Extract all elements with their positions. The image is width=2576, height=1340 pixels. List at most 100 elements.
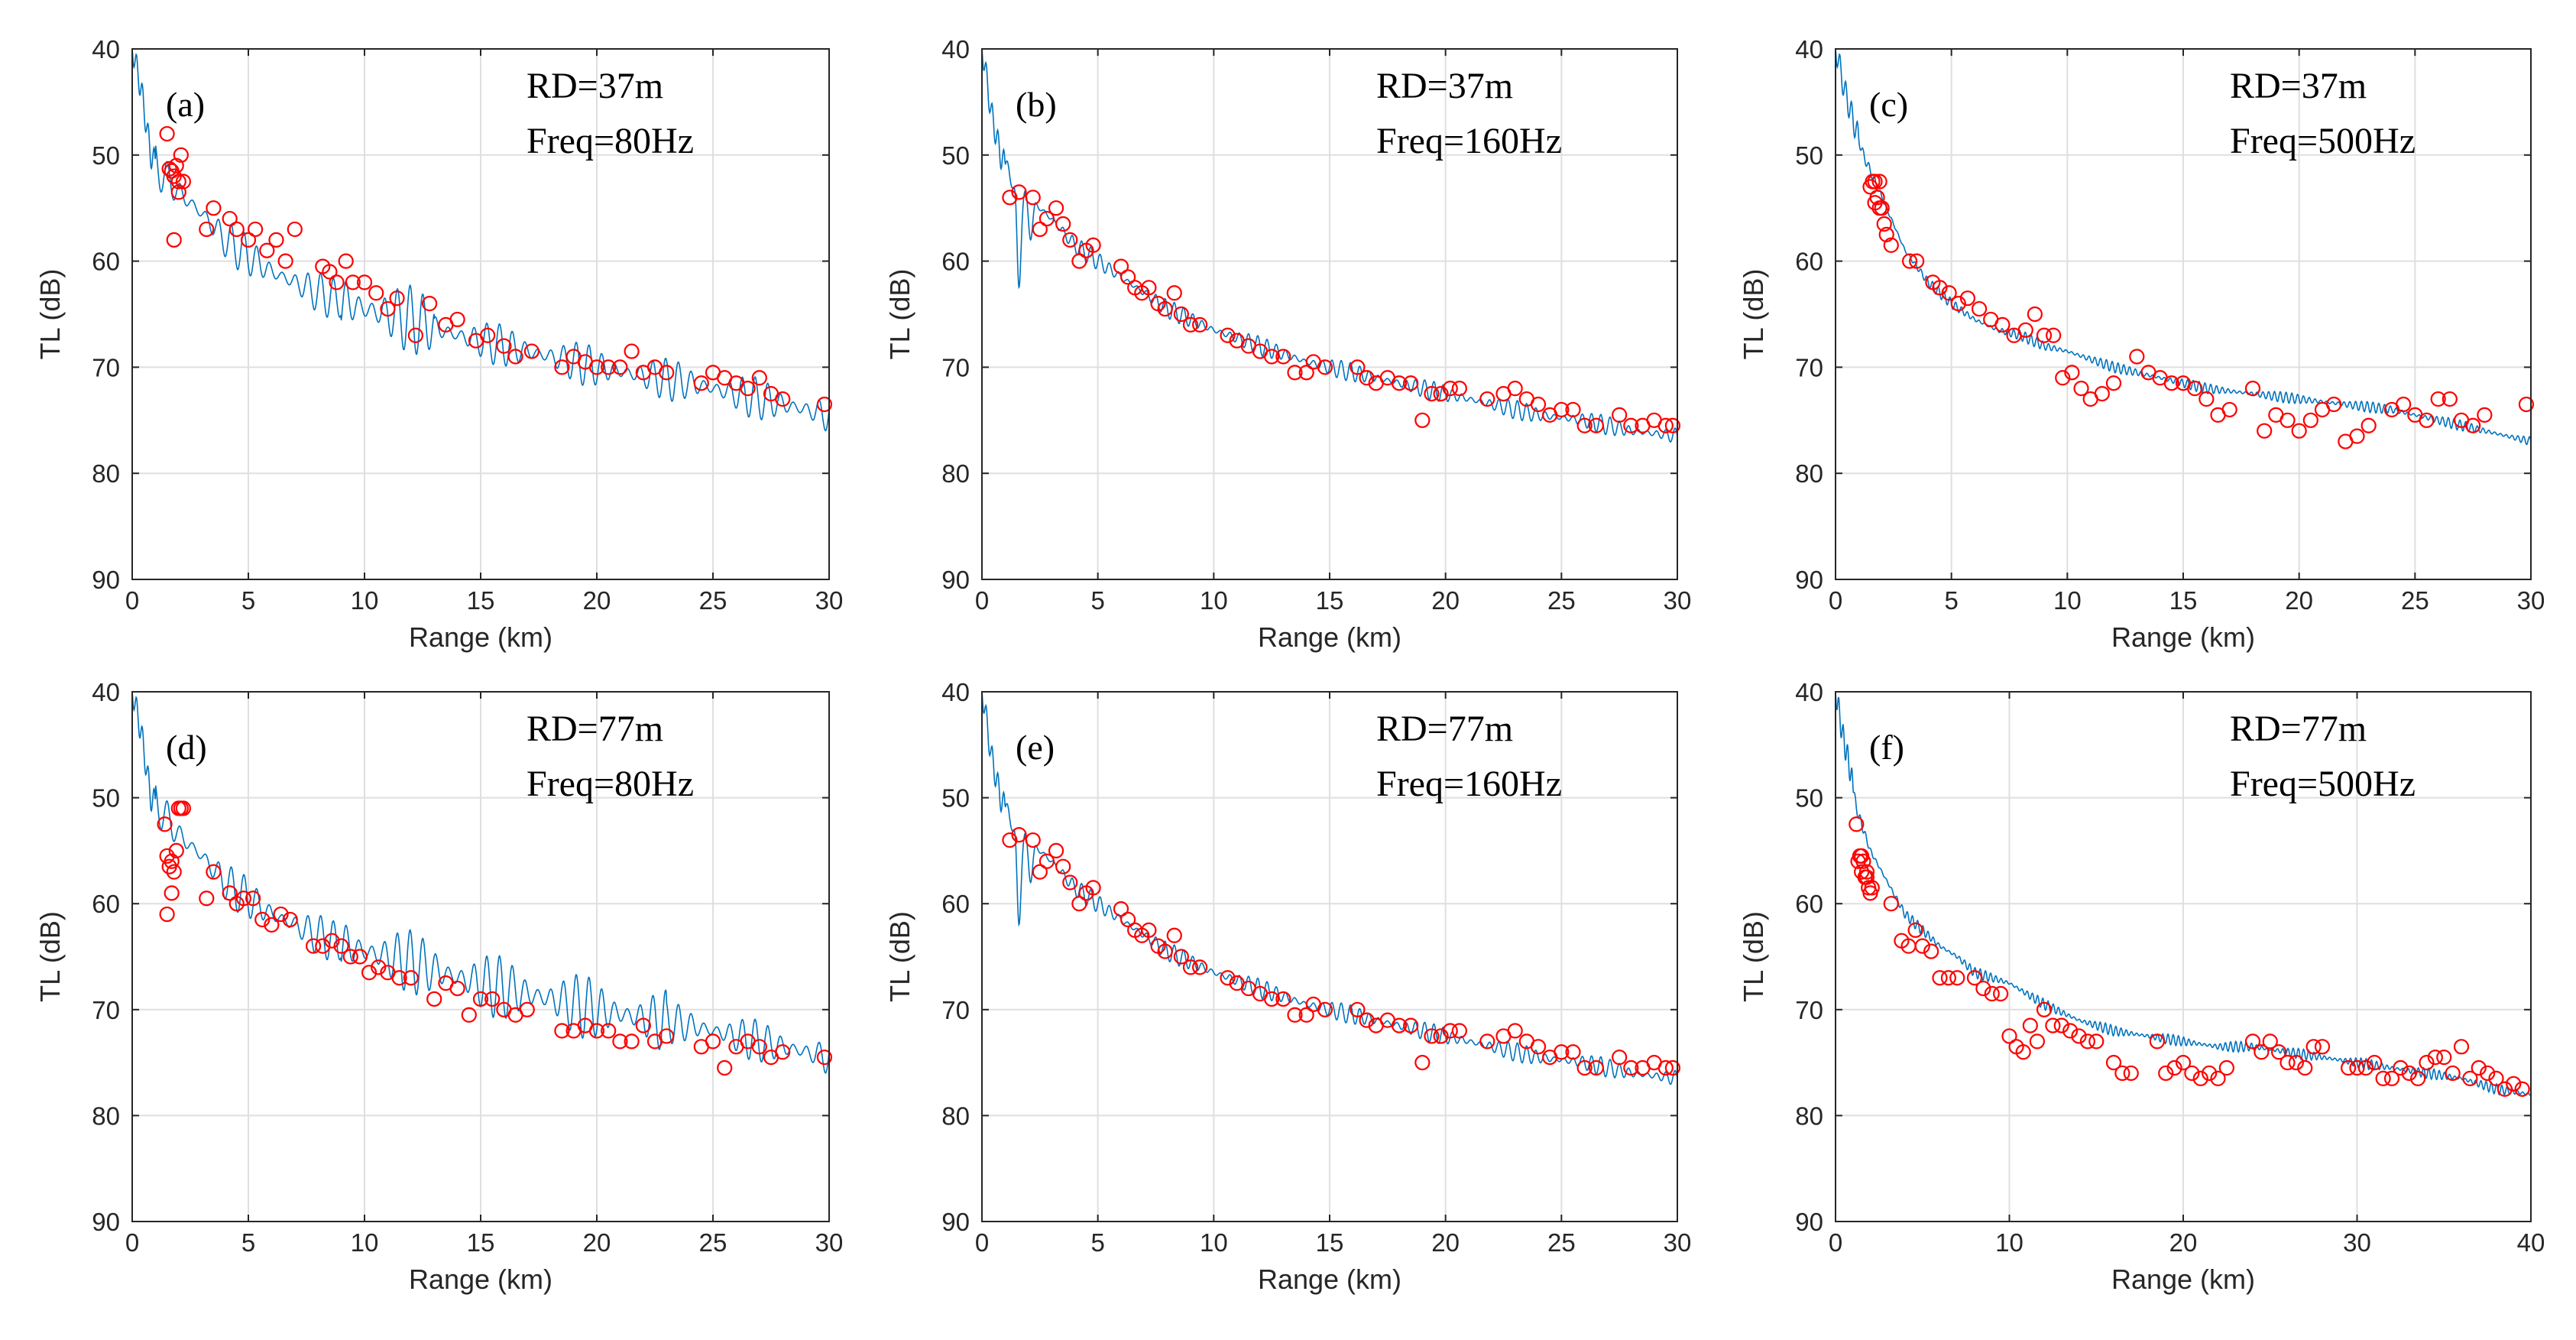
measured-point [751, 370, 767, 386]
y-tick-label: 50 [941, 141, 970, 170]
measured-point [1612, 407, 1628, 423]
measured-point [2297, 1059, 2313, 1076]
x-tick-label: 20 [583, 1228, 611, 1257]
measured-point [1966, 970, 1983, 986]
measured-point [248, 221, 264, 238]
measured-point [1442, 1023, 1458, 1039]
y-tick-label: 40 [1795, 35, 1823, 63]
measured-point [1391, 1017, 1408, 1033]
measured-point [2393, 1059, 2409, 1076]
x-tick-label: 40 [2517, 1228, 2545, 1257]
measured-point [2202, 1065, 2218, 1082]
measured-point [1317, 359, 1333, 375]
measured-point [222, 210, 238, 227]
y-tick-label: 70 [1795, 996, 1823, 1024]
measured-point [507, 349, 523, 365]
measured-point [1220, 327, 1236, 343]
x-tick-label: 0 [1829, 586, 1842, 615]
measured-point [2036, 327, 2053, 343]
y-tick-label: 60 [941, 890, 970, 918]
measured-point [1554, 1044, 1570, 1060]
measured-point [588, 1023, 605, 1039]
x-tick-label: 15 [2169, 586, 2198, 615]
measured-point [1576, 1059, 1593, 1076]
measured-point [1554, 401, 1570, 418]
x-tick-label: 25 [699, 586, 727, 615]
measured-point [1530, 396, 1547, 413]
measured-point [449, 311, 465, 328]
measured-point [1264, 349, 1280, 365]
measured-point [2064, 365, 2080, 381]
measured-point [1032, 864, 1048, 880]
panel-label: (a) [166, 85, 205, 124]
measured-point [2477, 407, 2493, 423]
y-tick-label: 80 [941, 1102, 970, 1130]
y-tick-label: 90 [1795, 566, 1823, 594]
measured-point [159, 906, 175, 923]
x-tick-label: 0 [1829, 1228, 1842, 1257]
measured-point [173, 147, 189, 163]
measured-point [157, 816, 173, 832]
measured-point [1530, 1039, 1547, 1055]
measured-point [324, 933, 340, 949]
measured-point [1173, 949, 1189, 965]
measured-point [352, 949, 368, 965]
x-tick-label: 5 [1944, 586, 1958, 615]
measured-point [816, 1050, 833, 1066]
measured-point [2480, 1065, 2496, 1082]
measured-point [554, 1023, 570, 1039]
measured-point [371, 959, 387, 975]
rd-annotation: RD=77m [2230, 709, 2367, 749]
measured-point [1923, 943, 1939, 959]
measured-point [472, 991, 489, 1007]
measured-point [2291, 423, 2307, 439]
measured-point [240, 232, 257, 248]
measured-point [2036, 1001, 2053, 1017]
measured-point [1264, 991, 1280, 1007]
measured-point [2105, 375, 2122, 391]
measured-point [1849, 816, 1865, 832]
y-tick-label: 40 [92, 35, 120, 63]
y-tick-label: 80 [92, 1102, 120, 1130]
measured-point [1950, 296, 1966, 312]
x-tick-label: 0 [975, 586, 989, 615]
panel-label: (e) [1016, 728, 1055, 767]
rd-annotation: RD=77m [1376, 709, 1513, 749]
measured-point [2199, 391, 2215, 407]
y-tick-label: 90 [941, 1208, 970, 1236]
x-tick-label: 15 [1316, 586, 1344, 615]
measured-point [2158, 1065, 2174, 1082]
x-axis-label: Range (km) [2111, 621, 2255, 653]
measured-point [1039, 210, 1055, 227]
measured-point [2465, 417, 2481, 433]
measured-point [1182, 959, 1199, 975]
measured-point [1858, 869, 1875, 885]
measured-point [159, 848, 175, 864]
measured-point [1867, 195, 1883, 211]
measured-point [2349, 428, 2365, 444]
measured-point [612, 359, 628, 375]
measured-point [161, 161, 177, 177]
measured-point [1451, 381, 1467, 397]
measured-point [1113, 258, 1129, 274]
measured-point [1565, 401, 1581, 418]
measured-point [403, 970, 419, 986]
measured-point [1048, 842, 1064, 859]
x-tick-label: 10 [1200, 586, 1228, 615]
measured-point [2184, 1065, 2200, 1082]
measured-point [2073, 381, 2089, 397]
measured-point [1901, 253, 1918, 269]
measured-point [624, 1033, 640, 1050]
measured-point [2401, 1065, 2417, 1082]
y-tick-label: 40 [92, 678, 120, 706]
measured-point [2288, 1054, 2304, 1071]
measured-point [1025, 832, 1041, 848]
measured-point [2367, 1054, 2383, 1071]
panel-label: (c) [1869, 85, 1908, 124]
measured-point [1565, 1044, 1581, 1060]
measured-point [2271, 1044, 2287, 1060]
measured-point [2518, 396, 2535, 413]
measured-point [2244, 1033, 2261, 1050]
measured-point [2017, 322, 2033, 338]
measured-point [1120, 269, 1136, 285]
